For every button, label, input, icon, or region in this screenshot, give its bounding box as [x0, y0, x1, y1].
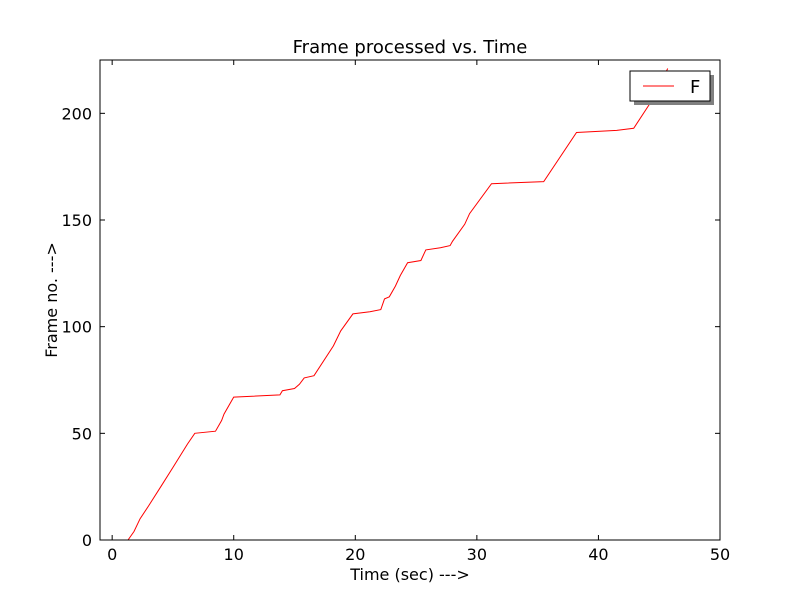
plot-area-frame	[99, 59, 721, 541]
y-tick-label: 200	[61, 104, 92, 123]
series-line-f	[127, 68, 669, 541]
legend: F	[629, 70, 714, 105]
x-tick-label: 0	[107, 545, 117, 564]
x-tick-label: 40	[588, 545, 608, 564]
y-tick-label: 0	[82, 531, 92, 550]
legend-label: F	[690, 77, 700, 98]
series-layer	[127, 68, 669, 541]
x-tick-label: 50	[710, 545, 730, 564]
y-axis-label: Frame no. --->	[42, 242, 61, 357]
y-tick-label: 50	[72, 424, 92, 443]
y-tick-label: 150	[61, 211, 92, 230]
x-tick-label: 30	[467, 545, 487, 564]
chart-title: Frame processed vs. Time	[293, 37, 528, 58]
x-axis-label: Time (sec) --->	[349, 565, 470, 584]
y-tick-label: 100	[61, 318, 92, 337]
x-tick-label: 20	[345, 545, 365, 564]
axis-ticks: 0 10 20 30 40 50 0 50 100 150 200	[61, 60, 730, 564]
x-tick-label: 10	[224, 545, 244, 564]
